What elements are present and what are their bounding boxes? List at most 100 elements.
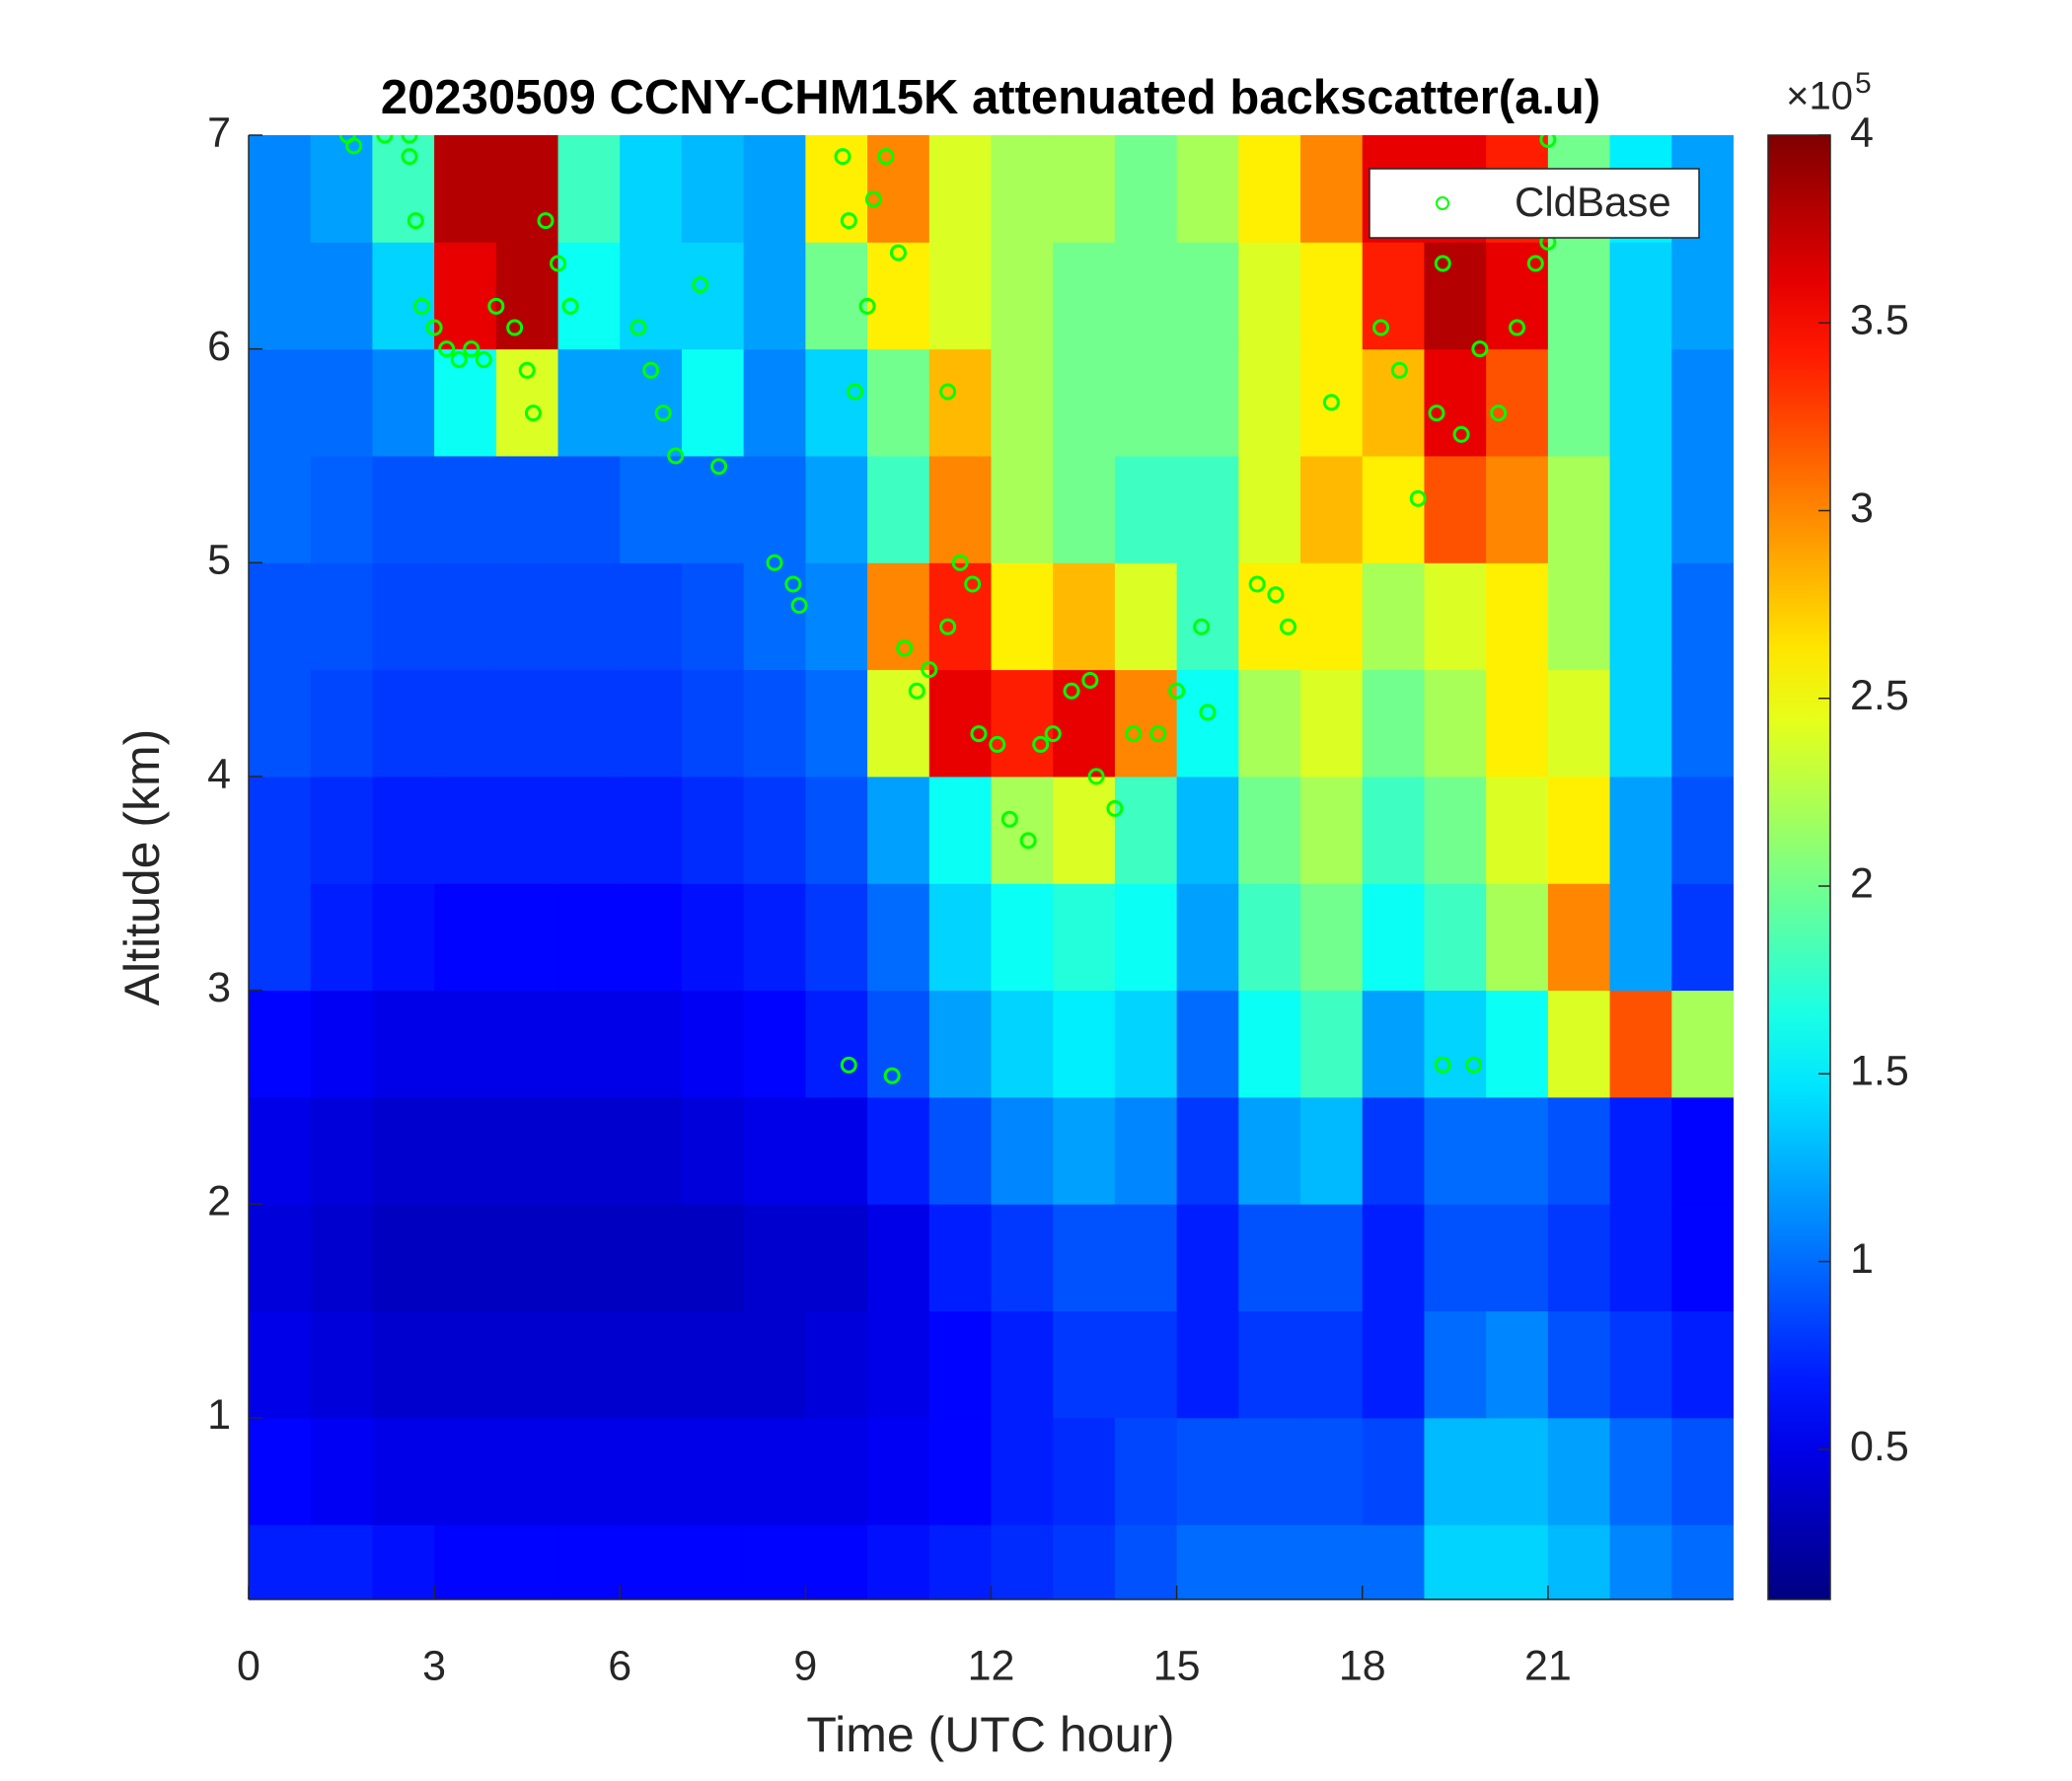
heatmap-cell [1424, 1096, 1487, 1205]
heatmap-cell [434, 1204, 497, 1312]
heatmap-cell [867, 990, 930, 1098]
heatmap-cell [1424, 883, 1487, 992]
heatmap-cell [1114, 348, 1178, 457]
heatmap-cell [991, 348, 1054, 457]
heatmap-cell [867, 883, 930, 992]
colorbar-tick-label: 0.5 [1850, 1423, 1909, 1470]
cloud-base-point [1044, 725, 1062, 743]
cloud-base-point [710, 458, 728, 476]
heatmap-cell [991, 1524, 1054, 1599]
legend-box [1369, 168, 1700, 239]
heatmap-cell [1114, 1310, 1178, 1419]
heatmap-cell [1300, 1417, 1364, 1525]
heatmap-cell [805, 669, 868, 778]
y-tick-label: 6 [207, 323, 231, 370]
heatmap-cell [743, 348, 806, 457]
cloud-base-point [692, 276, 709, 294]
heatmap-cell [1238, 1204, 1301, 1312]
heatmap-cell [620, 562, 683, 671]
cloud-base-point [951, 554, 969, 571]
heatmap-cell [1671, 455, 1734, 563]
cloud-base-point [506, 319, 524, 336]
cloud-base-point [654, 405, 672, 422]
cloud-base-point [1490, 405, 1508, 422]
colorbar-tick-label: 2 [1850, 859, 1874, 907]
heatmap-cell [991, 562, 1054, 671]
heatmap-cell [1424, 1417, 1487, 1525]
heatmap-cell [1424, 776, 1487, 884]
heatmap-cell [557, 883, 621, 992]
heatmap-cell [1300, 776, 1364, 884]
heatmap-cell [1238, 776, 1301, 884]
cloud-base-point [401, 148, 418, 166]
cloud-base-point [1106, 799, 1124, 817]
heatmap-cell [1547, 1096, 1611, 1205]
heatmap-cell [620, 1417, 683, 1525]
heatmap-cell [249, 883, 312, 992]
heatmap-cell [867, 1096, 930, 1205]
heatmap-cell [805, 242, 868, 350]
heatmap-cell [1671, 1096, 1734, 1205]
cloud-base-point [834, 148, 851, 166]
heatmap-cell [681, 1204, 745, 1312]
heatmap-cell [1547, 242, 1611, 350]
legend-label: CldBase [1515, 179, 1671, 225]
heatmap-cell [434, 455, 497, 563]
heatmap-cell [928, 1524, 992, 1599]
cloud-base-point [1248, 575, 1266, 593]
cloud-base-point [921, 661, 938, 679]
heatmap-cell [1671, 1310, 1734, 1419]
heatmap-cell [434, 1524, 497, 1599]
heatmap-cell [372, 883, 435, 992]
heatmap-cell [743, 1204, 806, 1312]
heatmap-cell [1300, 990, 1364, 1098]
cloud-base-point [908, 682, 925, 700]
heatmap-cell [620, 455, 683, 563]
heatmap-cell [743, 990, 806, 1098]
heatmap-cell [743, 1524, 806, 1599]
heatmap-cell [1609, 669, 1672, 778]
heatmap-cell [372, 1417, 435, 1525]
colorbar-tick-label: 1.5 [1850, 1048, 1909, 1095]
y-tick-label: 7 [207, 109, 231, 156]
heatmap-cell [681, 1524, 745, 1599]
heatmap-cell [805, 1096, 868, 1205]
x-tick-label: 0 [237, 1642, 260, 1689]
colorbar-tick-label: 3.5 [1850, 297, 1909, 344]
heatmap-cell [1053, 1204, 1116, 1312]
heatmap-cell [1671, 1524, 1734, 1599]
heatmap-cell [1424, 1524, 1487, 1599]
heatmap-cell [557, 1417, 621, 1525]
heatmap-cell [1053, 776, 1116, 884]
heatmap-cell [1053, 455, 1116, 563]
heatmap-cell [495, 776, 559, 884]
cloud-base-point [550, 255, 567, 272]
heatmap-cell [249, 1204, 312, 1312]
heatmap-cell [1300, 1204, 1364, 1312]
cloud-base-point [939, 383, 957, 401]
heatmap-cell [434, 883, 497, 992]
heatmap-cell [557, 669, 621, 778]
cloud-base-point [1168, 682, 1186, 700]
heatmap-cell [372, 348, 435, 457]
heatmap-cell [372, 1524, 435, 1599]
heatmap-cell [867, 348, 930, 457]
heatmap-cell [991, 669, 1054, 778]
cloud-base-point [463, 340, 481, 358]
heatmap-cell [681, 455, 745, 563]
x-tick-label: 12 [968, 1642, 1015, 1689]
cloud-base-point [1465, 1056, 1483, 1074]
heatmap-cell [557, 1310, 621, 1419]
heatmap-cell [1671, 669, 1734, 778]
cloud-base-point [413, 297, 431, 315]
cloud-base-point [1193, 618, 1211, 635]
heatmap-cell [1053, 669, 1116, 778]
heatmap-cell [372, 1204, 435, 1312]
heatmap-cell [1424, 990, 1487, 1098]
heatmap-cell [310, 776, 373, 884]
heatmap-cell [557, 455, 621, 563]
heatmap-cell [1362, 1310, 1425, 1419]
heatmap-cell [1176, 1096, 1239, 1205]
heatmap-cell [991, 1096, 1054, 1205]
